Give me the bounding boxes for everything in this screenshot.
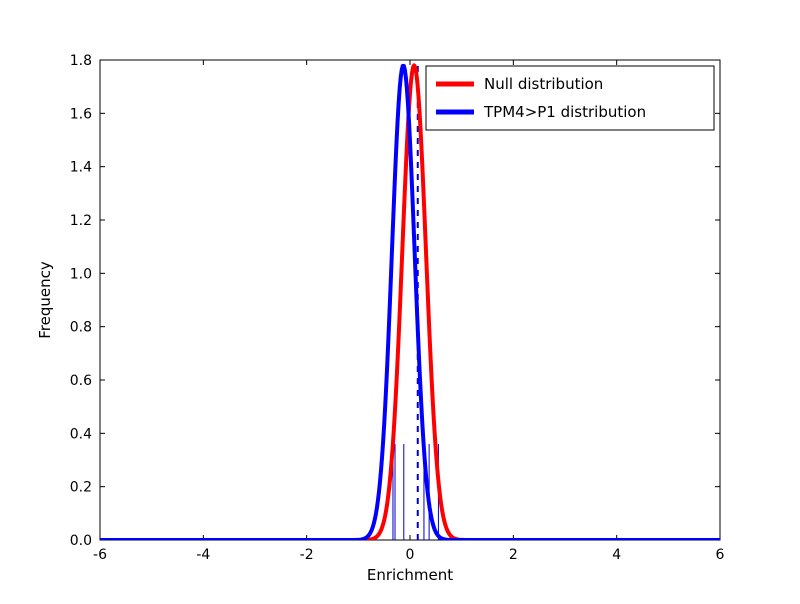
legend: Null distribution TPM4>P1 distribution: [425, 65, 715, 131]
y-tick-label: 0.0: [70, 533, 92, 549]
x-tick-label: -2: [300, 547, 314, 563]
curve-series-1: [100, 63, 720, 540]
curve-series-0: [100, 63, 720, 540]
y-tick-label: 1.2: [70, 213, 92, 229]
y-tick-label: 0.6: [70, 373, 92, 389]
y-tick-label: 0.4: [70, 426, 92, 442]
x-tick-label: 2: [509, 547, 518, 563]
y-tick-label: 0.8: [70, 320, 92, 336]
plot-area: [100, 63, 720, 540]
x-tick-label: 0: [406, 547, 415, 563]
y-axis-label: Frequency: [36, 261, 54, 339]
y-tick-label: 1.4: [70, 160, 92, 176]
legend-label-null: Null distribution: [484, 75, 603, 93]
y-tick-label: 1.0: [70, 266, 92, 282]
x-tick-label: 4: [612, 547, 621, 563]
legend-box: [425, 65, 715, 131]
y-tick-label: 0.2: [70, 480, 92, 496]
y-tick-label: 1.8: [70, 53, 92, 69]
legend-label-tpm4: TPM4>P1 distribution: [483, 103, 646, 121]
x-tick-label: -6: [93, 547, 107, 563]
x-tick-label: 6: [716, 547, 725, 563]
x-axis-label: Enrichment: [367, 566, 453, 584]
y-tick-label: 1.6: [70, 106, 92, 122]
x-tick-label: -4: [196, 547, 210, 563]
